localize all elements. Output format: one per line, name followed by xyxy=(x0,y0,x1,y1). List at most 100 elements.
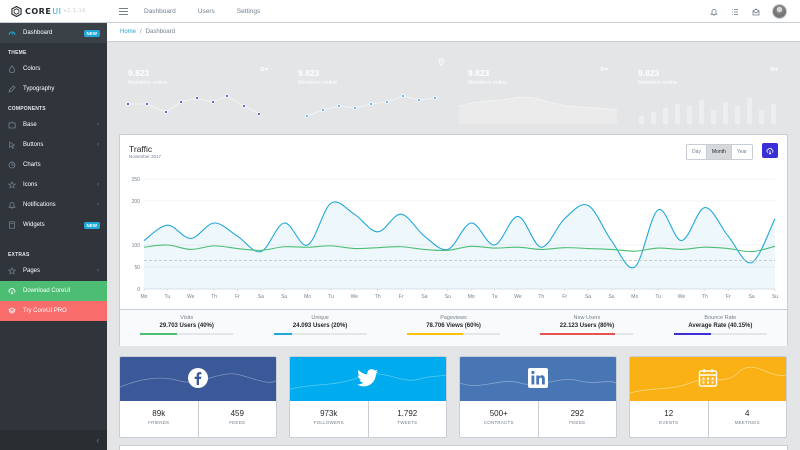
range-toggle: Day Month Year xyxy=(686,144,753,160)
social-card-header xyxy=(290,357,446,401)
metric-value: 29.703 Users (40%) xyxy=(159,323,214,329)
x-tick-label: Su xyxy=(772,294,778,300)
header-nav: Dashboard Users Settings xyxy=(144,8,282,15)
avatar[interactable] xyxy=(772,4,787,19)
sidebar-item-label: Download CoreUI xyxy=(23,288,71,294)
series-line-2 xyxy=(143,244,776,253)
sidebar-item-notifications[interactable]: Notifications ‹ xyxy=(0,195,107,215)
traffic-line-chart: 0 50 100 200 250 Mo Tu We Th Fr Sa Su Mo Tu We Th Fr Sa Su… xyxy=(132,177,779,300)
social-stat-value: 4 xyxy=(745,409,750,418)
gear-dropdown-icon[interactable]: ⚙▾ xyxy=(259,67,268,73)
twitter-icon xyxy=(357,369,379,389)
stat-label: Members online xyxy=(638,80,678,86)
sidebar-item-icons[interactable]: Icons ‹ xyxy=(0,175,107,195)
header-nav-settings[interactable]: Settings xyxy=(236,7,261,15)
metric-progress-fill xyxy=(540,333,615,335)
sidebar-item-charts[interactable]: Charts xyxy=(0,155,107,175)
social-stat: 500+ CONTRACTS xyxy=(460,401,538,437)
sidebar-minimizer[interactable]: ‹ xyxy=(0,430,107,450)
social-card-stats: 973k FOLLOWERS 1.792 TWEETS xyxy=(290,401,447,437)
social-stat-label: FOLLOWERS xyxy=(313,420,344,425)
stat-sparkline xyxy=(305,94,437,118)
sidebar-item-try-coreui-pro[interactable]: Try CoreUI PRO xyxy=(0,301,107,321)
x-tick-label: Sa xyxy=(585,294,591,300)
x-tick-label: Tu xyxy=(165,294,171,300)
sidebar-item-label: Dashboard xyxy=(23,30,53,36)
y-tick-label: 250 xyxy=(132,177,141,183)
x-tick-label: Mo xyxy=(631,294,638,300)
sidebar-item-download-coreui[interactable]: Download CoreUI xyxy=(0,281,107,301)
x-tick-label: Tu xyxy=(328,294,334,300)
facebook-icon xyxy=(188,368,208,390)
social-card-header xyxy=(460,357,616,401)
social-stat-label: CONTRACTS xyxy=(483,420,514,425)
series-line-1 xyxy=(143,201,776,269)
social-stat-label: FEEDS xyxy=(229,420,246,425)
range-day-button[interactable]: Day xyxy=(687,145,707,159)
sidebar-item-label: Try CoreUI PRO xyxy=(23,308,67,314)
traffic-title: Traffic xyxy=(129,144,153,154)
sidebar-item-colors[interactable]: Colors xyxy=(0,59,107,79)
stat-label: Members online xyxy=(298,80,338,86)
sidebar-item-label: Notifications xyxy=(23,202,56,208)
metric-unique: Unique 24.093 Users (20%) xyxy=(253,310,386,346)
social-stat-value: 292 xyxy=(570,409,584,418)
sidebar-item-dashboard[interactable]: Dashboard NEW xyxy=(0,23,107,43)
download-button[interactable] xyxy=(762,143,778,158)
sidebar-item-pages[interactable]: Pages ‹ xyxy=(0,261,107,281)
metric-value: 78.706 Views (60%) xyxy=(426,323,481,329)
metric-progress xyxy=(673,333,767,335)
cloud-download-icon xyxy=(8,287,16,295)
x-tick-label: Mo xyxy=(141,294,148,300)
metric-visits: Visits 29.703 Users (40%) xyxy=(120,310,253,346)
x-tick-label: Su xyxy=(445,294,451,300)
metric-progress-fill xyxy=(407,333,463,335)
social-stat: 1.792 TWEETS xyxy=(367,401,447,437)
list-icon[interactable] xyxy=(730,7,740,17)
brand-version: v2.1.16 xyxy=(63,8,86,14)
social-stat: 973k FOLLOWERS xyxy=(290,401,368,437)
brand-area[interactable]: CORE UI v2.1.16 xyxy=(0,0,107,23)
sidebar-item-base[interactable]: Base ‹ xyxy=(0,115,107,135)
x-tick-label: Fr xyxy=(399,294,404,300)
x-tick-label: Tu xyxy=(655,294,661,300)
header-nav-users[interactable]: Users xyxy=(197,7,215,15)
envelope-icon[interactable] xyxy=(751,7,761,17)
y-tick-label: 50 xyxy=(134,265,140,271)
x-tick-label: Mo xyxy=(468,294,475,300)
speedometer-icon xyxy=(8,29,16,37)
range-year-button[interactable]: Year xyxy=(731,145,752,159)
breadcrumb-home[interactable]: Home xyxy=(120,29,137,35)
social-stat: 459 FEEDS xyxy=(197,401,277,437)
metric-progress-fill xyxy=(673,333,712,335)
metric-label: New Users xyxy=(573,315,601,321)
metric-bounce-rate: Bounce Rate Average Rate (40.15%) xyxy=(654,310,787,346)
stat-value: 9.823 xyxy=(298,68,320,78)
sidebar-item-widgets[interactable]: Widgets NEW xyxy=(0,215,107,235)
brand-logo[interactable]: CORE UI v2.1.16 xyxy=(11,5,86,17)
sidebar-item-buttons[interactable]: Buttons ‹ xyxy=(0,135,107,155)
gear-dropdown-icon[interactable]: ⚙▾ xyxy=(599,67,608,73)
x-tick-label: Th xyxy=(538,294,544,300)
hamburger-icon[interactable] xyxy=(119,7,128,15)
stat-card-3: 9.823 Members online ⚙▾ xyxy=(459,56,617,124)
sidebar-item-typography[interactable]: Typography xyxy=(0,79,107,99)
social-card-header xyxy=(120,357,276,401)
sidebar: CORE UI v2.1.16 Dashboard NEW THEME Colo… xyxy=(0,0,107,450)
bell-icon[interactable] xyxy=(709,7,719,17)
sidebar-item-label: Colors xyxy=(23,66,41,72)
layers-icon xyxy=(8,307,16,315)
nav-title-theme: THEME xyxy=(8,50,27,56)
gear-dropdown-icon[interactable]: ⚙▾ xyxy=(769,67,778,73)
metric-progress xyxy=(407,333,501,335)
x-tick-label: Su xyxy=(608,294,614,300)
social-card-stats: 500+ CONTRACTS 292 FEEDS xyxy=(460,401,617,437)
social-stat: 292 FEEDS xyxy=(537,401,617,437)
sidebar-nav: Dashboard NEW THEME Colors Typography CO… xyxy=(0,23,107,321)
range-month-button[interactable]: Month xyxy=(706,145,732,159)
stat-value: 9.823 xyxy=(128,68,150,78)
social-stat-value: 89k xyxy=(152,409,166,418)
x-tick-label: Fr xyxy=(235,294,240,300)
social-stat-value: 459 xyxy=(230,409,244,418)
header-nav-dashboard[interactable]: Dashboard xyxy=(144,7,176,15)
